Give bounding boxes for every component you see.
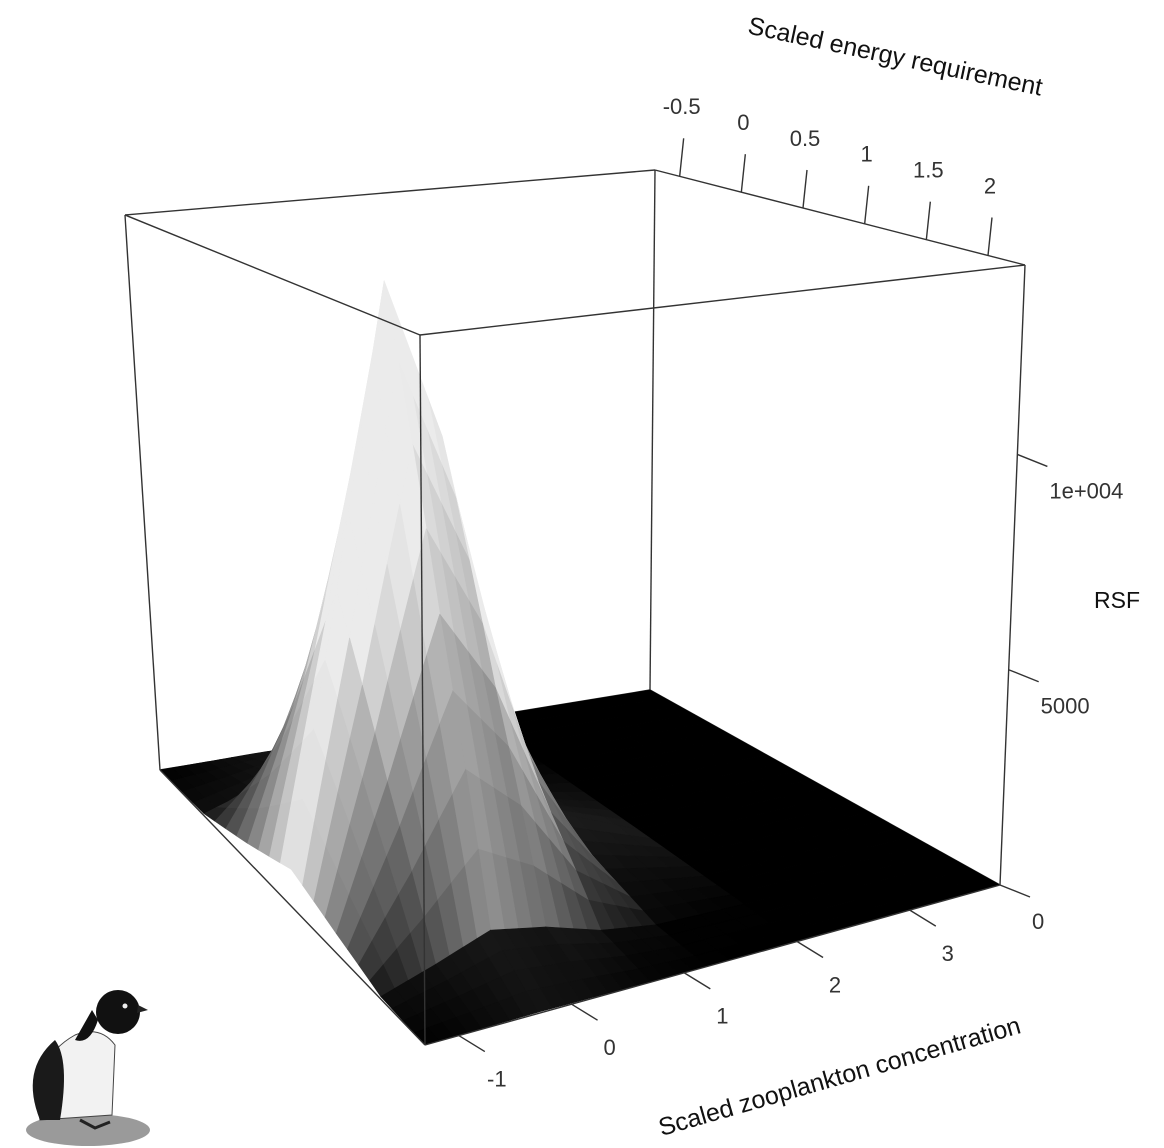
x-tick-label: 0 bbox=[603, 1035, 615, 1060]
y-tick bbox=[678, 138, 685, 177]
x-tick-label: -1 bbox=[487, 1066, 507, 1091]
x-tick-label: 1 bbox=[716, 1004, 728, 1029]
z-axis-title: RSF bbox=[1094, 587, 1140, 613]
box-edge bbox=[649, 169, 656, 691]
box-edge bbox=[419, 334, 426, 1046]
surface bbox=[159, 279, 1001, 1046]
y-tick-label: 2 bbox=[984, 173, 996, 198]
y-tick bbox=[987, 217, 993, 256]
x-tick bbox=[571, 1003, 598, 1021]
box-edge bbox=[419, 264, 1026, 336]
x-tick bbox=[683, 972, 711, 990]
box-edge bbox=[159, 769, 426, 1046]
y-tick-label: 0.5 bbox=[790, 126, 821, 151]
y-tick-label: 0 bbox=[737, 110, 749, 135]
box-edge bbox=[124, 169, 656, 216]
x-tick bbox=[796, 940, 824, 959]
z-tick bbox=[999, 884, 1031, 898]
y-tick bbox=[925, 201, 932, 240]
x-tick bbox=[909, 909, 937, 927]
y-tick bbox=[740, 154, 747, 193]
z-tick-label: 0 bbox=[1032, 909, 1044, 934]
z-tick-label: 5000 bbox=[1041, 694, 1090, 719]
x-tick-label: 3 bbox=[942, 941, 954, 966]
y-tick bbox=[802, 169, 808, 209]
z-tick bbox=[1008, 669, 1039, 683]
x-tick bbox=[458, 1034, 486, 1053]
box-edge bbox=[999, 264, 1026, 886]
box-edge bbox=[124, 214, 421, 336]
bird-illustration bbox=[26, 990, 150, 1146]
x-axis-title: Scaled zooplankton concentration bbox=[655, 1011, 1023, 1141]
y-tick-label: 1.5 bbox=[913, 157, 944, 182]
box-edge bbox=[124, 214, 161, 771]
y-tick-label: 1 bbox=[861, 142, 873, 167]
z-tick-label: 1e+004 bbox=[1049, 478, 1123, 503]
y-axis-title: Scaled energy requirement bbox=[746, 12, 1045, 102]
y-tick-label: -0.5 bbox=[663, 94, 701, 119]
z-tick bbox=[1017, 453, 1048, 468]
axes: -1 0 1 2 3 -0.5 0 0.5 1 1.5 2 0 5000 1e+004 bbox=[458, 94, 1123, 1091]
box-edge bbox=[654, 169, 1026, 266]
box-edge bbox=[424, 884, 1001, 1046]
front-edges bbox=[124, 169, 1026, 1046]
x-tick-label: 2 bbox=[829, 972, 841, 997]
y-tick bbox=[863, 185, 870, 224]
